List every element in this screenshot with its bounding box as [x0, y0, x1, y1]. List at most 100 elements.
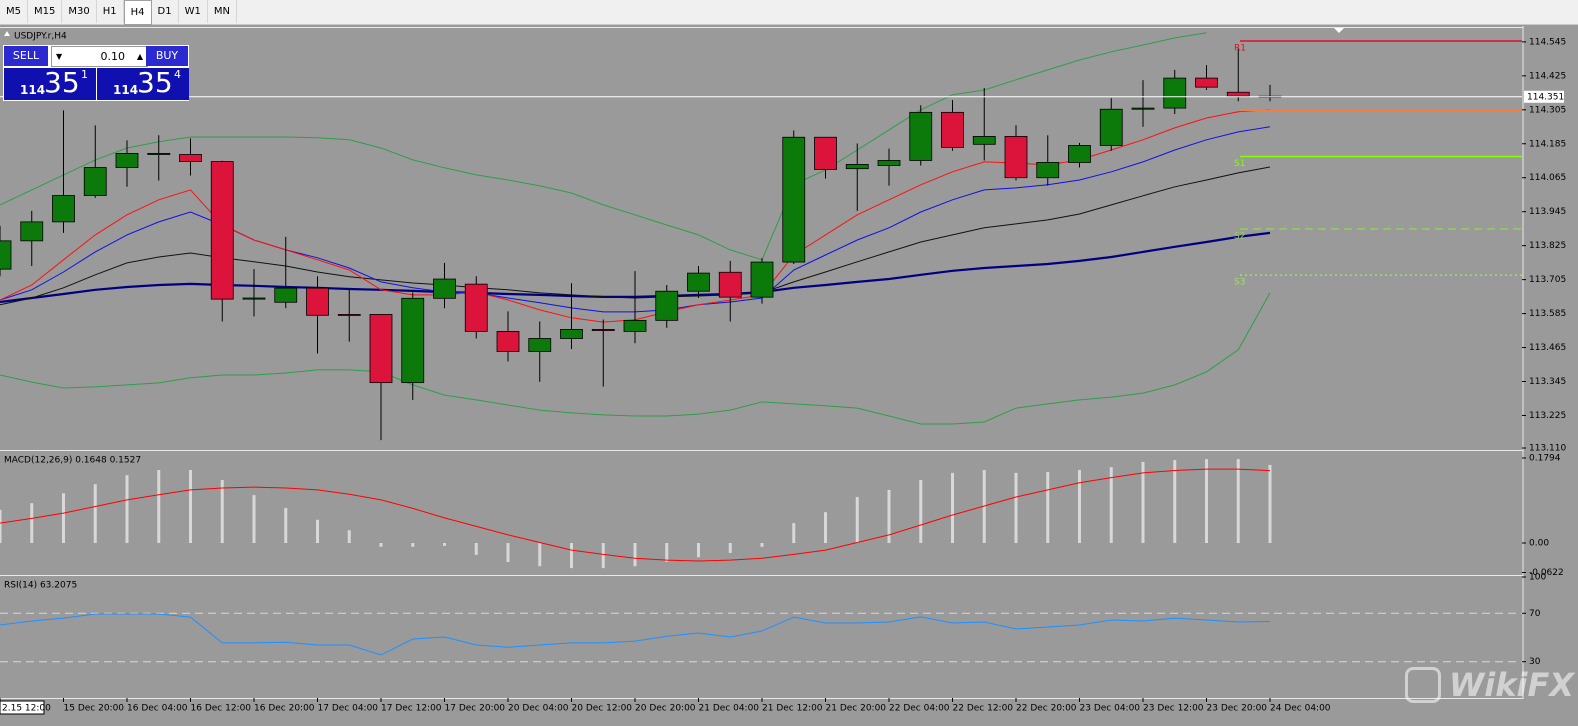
candle-body — [1099, 108, 1123, 146]
current-price-box — [1524, 90, 1564, 103]
pivot-label: S3 — [1234, 278, 1245, 288]
price-main: 35 — [44, 66, 80, 99]
candle-body — [845, 164, 869, 170]
histogram-bar — [506, 543, 510, 562]
price-main: 35 — [137, 66, 173, 99]
x-tick-label: 17 Dec 12:00 — [381, 704, 442, 714]
candle-body — [1163, 77, 1187, 109]
panel-title: RSI(14) 63.2075 — [4, 581, 77, 591]
candle-body — [1131, 107, 1155, 110]
candle-body — [560, 329, 583, 339]
candle-body — [972, 136, 996, 145]
y-tick-label: 70 — [1529, 609, 1541, 619]
histogram-bar — [125, 475, 129, 544]
candle-body — [83, 167, 107, 196]
candle-body — [433, 278, 456, 299]
series-line — [0, 292, 1271, 425]
histogram-bar — [443, 543, 446, 546]
candle-body — [1195, 77, 1218, 88]
x-tick-label: 21 Dec 04:00 — [699, 704, 760, 714]
histogram-bar — [1205, 459, 1208, 544]
macd-panel — [0, 459, 1272, 569]
pivot-label: R1 — [1234, 44, 1246, 54]
y-tick-label: 114.425 — [1529, 71, 1566, 81]
candle-body — [1004, 136, 1028, 179]
timeframe-button[interactable]: M15 — [28, 0, 63, 23]
title-icon — [4, 31, 10, 36]
histogram-bar — [919, 479, 923, 544]
watermark-logo — [1405, 667, 1441, 703]
watermark-text: WikiFX — [1449, 666, 1575, 704]
histogram-bar — [157, 470, 161, 544]
x-tick-label: 23 Dec 04:00 — [1080, 704, 1141, 714]
candle-body — [528, 338, 552, 352]
y-tick-label: 113.705 — [1529, 275, 1566, 285]
histogram-bar — [347, 530, 351, 544]
x-tick-label: 24 Dec 04:00 — [1270, 704, 1331, 714]
y-tick-label: 30 — [1529, 657, 1541, 667]
x-tick-label: 20 Dec 04:00 — [508, 704, 569, 714]
histogram-bar — [411, 543, 415, 547]
x-tick-label: 22 Dec 12:00 — [953, 704, 1014, 714]
histogram-bar — [728, 543, 732, 553]
candle-body — [147, 152, 171, 155]
candle-body — [909, 111, 933, 161]
candle-body — [242, 297, 266, 300]
lot-input[interactable]: ▼ 0.10 ▲ — [51, 46, 148, 67]
x-tick-label: 23 Dec 12:00 — [1143, 704, 1204, 714]
candle-body — [623, 319, 647, 332]
pivot-label: S1 — [1234, 159, 1245, 169]
candle-body — [210, 161, 234, 300]
x-tick-label: 20 Dec 20:00 — [635, 704, 696, 714]
shift-marker — [1334, 28, 1344, 33]
timeframe-button[interactable]: H1 — [97, 0, 124, 23]
buy-button[interactable]: BUY — [146, 46, 188, 66]
histogram-bar — [1268, 464, 1272, 544]
price-big: 114 — [20, 83, 46, 97]
cursor-time-box — [0, 700, 45, 715]
x-tick-label: 2.15 12:00 — [2, 704, 51, 714]
x-tick-label: 17 Dec 20:00 — [445, 704, 506, 714]
spin-down[interactable]: ▼ — [56, 52, 63, 61]
lot-value: 0.10 — [100, 50, 126, 63]
y-tick-label: 113.110 — [1529, 444, 1566, 454]
histogram-bar — [824, 512, 827, 544]
bid-price[interactable]: 114 35 1 — [4, 66, 96, 100]
histogram-bar — [0, 509, 2, 544]
y-tick-label: 114.185 — [1529, 139, 1566, 149]
histogram-bar — [855, 497, 859, 544]
candle-body — [496, 331, 520, 352]
timeframe-button[interactable]: M5 — [0, 0, 28, 23]
panel-title: MACD(12,26,9) 0.1648 0.1527 — [4, 456, 141, 466]
timeframe-button[interactable]: M30 — [62, 0, 97, 23]
candle-body — [1068, 145, 1091, 163]
ask-price[interactable]: 114 35 4 — [97, 66, 189, 100]
timeframe-button[interactable]: D1 — [152, 0, 179, 23]
timeframe-button[interactable]: MN — [208, 0, 237, 23]
histogram-bar — [792, 523, 796, 544]
y-tick-label: 114.305 — [1529, 105, 1566, 115]
y-tick-label: 113.825 — [1529, 241, 1566, 251]
series-line — [0, 613, 1271, 656]
candle-body — [52, 195, 75, 223]
timeframe-button[interactable]: H4 — [123, 0, 152, 25]
histogram-bar — [220, 479, 224, 544]
histogram-bar — [252, 495, 256, 544]
y-tick-label: 114.065 — [1529, 173, 1566, 183]
main-panel: R1 S1 S2 S3 — [0, 32, 1522, 441]
histogram-bar — [93, 484, 97, 544]
y-tick-label: 100 — [1529, 573, 1546, 583]
sell-button[interactable]: SELL — [4, 46, 48, 66]
spin-up[interactable]: ▲ — [136, 52, 143, 61]
candle-body — [464, 283, 488, 332]
histogram-bar — [697, 543, 700, 558]
timeframe-button[interactable]: W1 — [179, 0, 208, 23]
y-tick-label: 113.465 — [1529, 343, 1566, 353]
candle-body — [274, 287, 298, 303]
price-small: 4 — [174, 68, 181, 81]
timeframe-toolbar: M5 M15 M30 H1 H4 D1 W1 MN — [0, 0, 1578, 25]
histogram-bar — [1141, 461, 1145, 544]
candle-body — [877, 160, 901, 166]
y-tick-label: 113.585 — [1529, 309, 1566, 319]
